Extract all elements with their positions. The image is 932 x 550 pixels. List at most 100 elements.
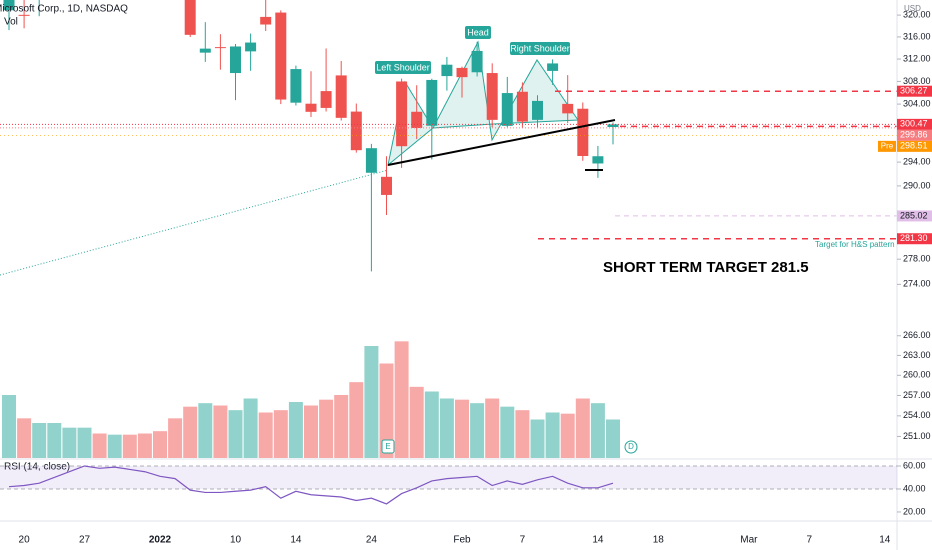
- event-label: D: [628, 442, 634, 451]
- left-shoulder-label: Left Shoulder: [376, 62, 430, 72]
- price-label: 299.86: [900, 130, 928, 140]
- volume-bar: [122, 434, 137, 458]
- x-tick-label: 24: [366, 535, 378, 546]
- y-tick-label: 320.00: [903, 9, 931, 19]
- label-box: [375, 61, 431, 74]
- candle-body: [381, 176, 392, 195]
- target-note: SHORT TERM TARGET 281.5: [603, 259, 809, 276]
- y-tick-label: 263.00: [903, 350, 931, 360]
- x-tick-label: 10: [230, 535, 242, 546]
- price-label-box: [897, 85, 932, 97]
- volume-bar: [470, 403, 485, 458]
- candle-body: [471, 50, 483, 73]
- volume-bar: [288, 402, 303, 458]
- candle-body: [365, 148, 377, 173]
- x-tick-label: 20: [19, 535, 31, 546]
- volume-bar: [183, 406, 198, 458]
- candle-body: [305, 103, 317, 112]
- x-tick-label: 14: [290, 535, 302, 546]
- candle-body: [230, 46, 241, 74]
- rsi-tick-label: 20.00: [903, 506, 926, 516]
- price-label-box: [897, 210, 932, 222]
- y-tick-label: 312.00: [903, 53, 931, 63]
- head-shoulders-pattern: [387, 40, 579, 167]
- y-tick-label: 257.00: [903, 390, 931, 400]
- candle-body: [562, 103, 574, 114]
- label-box: [510, 42, 570, 55]
- currency: USD: [904, 4, 921, 13]
- rsi-tick-label: 60.00: [903, 460, 926, 470]
- candle-body: [199, 48, 211, 53]
- neckline: [387, 119, 616, 166]
- volume-bar: [545, 412, 560, 458]
- volume-bar: [47, 423, 62, 458]
- y-tick-label: 304.00: [903, 98, 931, 108]
- volume-bar: [394, 341, 409, 458]
- y-tick-label: 266.00: [903, 330, 931, 340]
- price-label: 306.27: [900, 86, 928, 96]
- rsi-line: [8, 465, 614, 505]
- volume-bar: [575, 398, 590, 458]
- candle-body: [501, 93, 513, 126]
- volume-bar: [530, 419, 545, 458]
- volume-bar: [455, 399, 469, 458]
- volume-bar: [228, 410, 243, 458]
- volume-bar: [213, 405, 228, 458]
- volume-bar: [319, 399, 334, 458]
- x-tick-label: 7: [520, 535, 526, 546]
- volume-bar: [606, 419, 620, 458]
- x-tick-label: Mar: [740, 535, 758, 546]
- volume-bar: [107, 434, 122, 458]
- rsi-band: [0, 465, 897, 489]
- price-label: 281.30: [900, 233, 928, 243]
- candle-body: [516, 91, 528, 122]
- volume-bar: [590, 403, 605, 458]
- volume-bar: [439, 398, 454, 458]
- tag-label: Pre: [881, 141, 894, 150]
- y-tick-label: 316.00: [903, 31, 931, 41]
- right-shoulder-label: Right Shoulder: [510, 43, 570, 53]
- candle-body: [396, 81, 408, 147]
- volume-bar: [153, 431, 167, 458]
- volume-label: Vol: [4, 17, 18, 28]
- rsi-label: RSI (14, close): [4, 462, 70, 473]
- volume-bar: [92, 433, 107, 458]
- trend-line: [0, 169, 389, 276]
- candle-body: [441, 64, 453, 77]
- y-tick-label: 308.00: [903, 76, 931, 86]
- volume-bar: [243, 398, 258, 458]
- candle-body: [486, 73, 498, 120]
- volume-bar: [32, 423, 47, 458]
- y-tick-label: 260.00: [903, 370, 931, 380]
- volume-bar: [409, 386, 424, 458]
- candle-body: [320, 91, 332, 108]
- volume-bar: [334, 395, 349, 458]
- candle-body: [3, 0, 15, 11]
- y-tick-label: 290.00: [903, 180, 931, 190]
- candle-body: [592, 156, 604, 164]
- price-label-box: [897, 129, 932, 141]
- volume-bar: [168, 418, 183, 458]
- y-tick-label: 254.00: [903, 410, 931, 420]
- candle-body: [577, 108, 589, 156]
- x-tick-label: Feb: [453, 535, 471, 546]
- price-label: 285.02: [900, 210, 928, 220]
- volume-bar: [258, 412, 273, 458]
- x-tick-label: 18: [653, 535, 665, 546]
- event-icon: [381, 439, 395, 454]
- label-box: [465, 26, 491, 39]
- candle-body: [350, 111, 362, 151]
- volume-bar: [273, 410, 288, 458]
- event-label: E: [385, 442, 390, 451]
- x-tick-label: 14: [879, 535, 891, 546]
- volume-bar: [2, 395, 16, 458]
- x-tick-label: 27: [79, 535, 91, 546]
- x-tick-label: 7: [807, 535, 813, 546]
- volume-bar: [304, 405, 318, 458]
- candle-body: [547, 63, 559, 71]
- volume-bar: [349, 382, 364, 458]
- volume-bar: [560, 413, 575, 458]
- price-label: 300.47: [900, 119, 928, 129]
